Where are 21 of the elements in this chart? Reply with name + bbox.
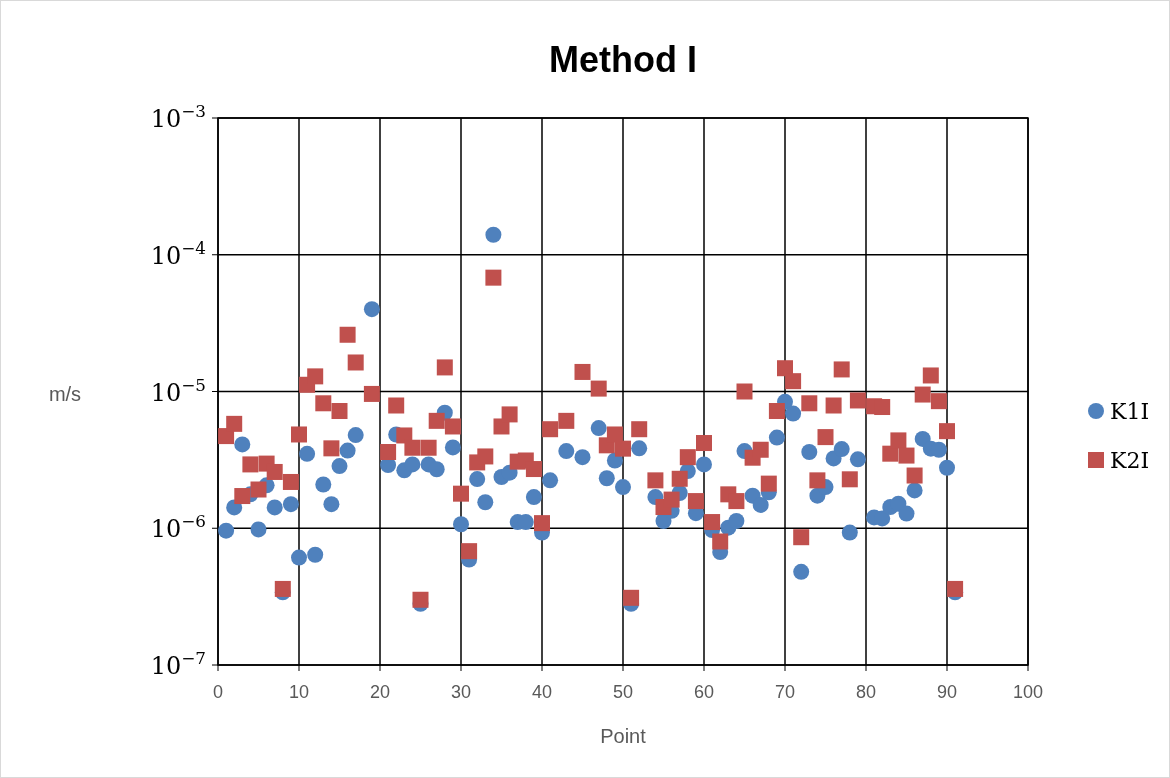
x-tick-label: 0 (212, 682, 224, 702)
y-tick-label: 10$^{−3}$ (150, 101, 206, 133)
y-tick-label: 10$^{−6}$ (150, 511, 206, 544)
x-axis-title: Point (600, 725, 647, 747)
x-tick-label: 90 (936, 682, 958, 702)
x-tick-label: 80 (855, 682, 877, 702)
x-tick-label: 100 (1012, 682, 1044, 702)
x-tick-label: 50 (612, 682, 634, 702)
y-tick-label: 10$^{−7}$ (150, 648, 206, 680)
legend-label: K1I (1110, 399, 1150, 424)
x-tick-label: 70 (774, 682, 796, 702)
y-axis-title: m/s (48, 383, 82, 405)
y-tick-label: 10$^{−4}$ (150, 237, 206, 270)
x-tick-label: 20 (369, 682, 391, 702)
legend-label: K2I (1110, 448, 1150, 473)
x-tick-label: 40 (531, 682, 553, 702)
x-tick-label: 60 (693, 682, 715, 702)
chart-title: Method I (549, 39, 697, 80)
y-tick-label: 10$^{−5}$ (150, 374, 206, 407)
x-tick-label: 30 (450, 682, 472, 702)
x-tick-label: 10 (288, 682, 310, 702)
